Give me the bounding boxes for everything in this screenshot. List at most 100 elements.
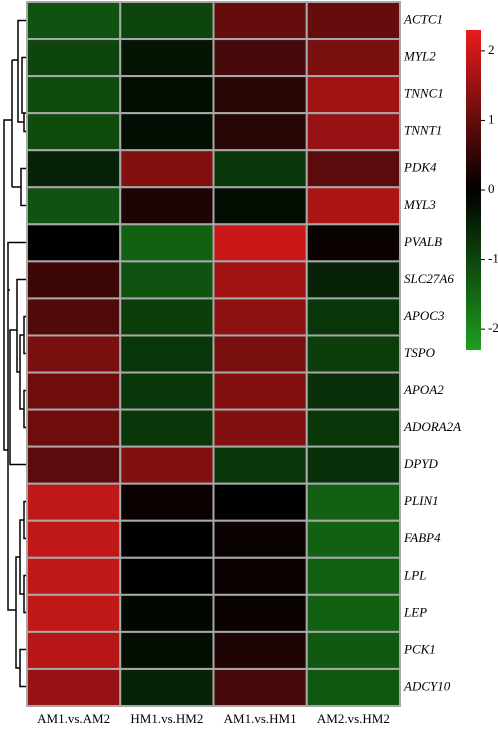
colorbar-tick-label: -1 bbox=[488, 251, 498, 266]
heatmap-cell bbox=[305, 519, 401, 559]
column-label: HM1.vs.HM2 bbox=[130, 711, 203, 726]
heatmap-cell bbox=[119, 75, 215, 115]
colorbar-tick-label: 2 bbox=[488, 42, 495, 57]
heatmap-cell bbox=[305, 149, 401, 189]
heatmap-cell bbox=[26, 38, 122, 78]
heatmap-cell bbox=[305, 75, 401, 115]
heatmap-cell bbox=[119, 223, 215, 263]
row-label: LEP bbox=[403, 604, 427, 619]
heatmap-cell bbox=[119, 1, 215, 41]
heatmap-cell bbox=[119, 112, 215, 152]
row-label: FABP4 bbox=[403, 530, 441, 545]
heatmap-cell bbox=[305, 593, 401, 633]
row-label: SLC27A6 bbox=[404, 271, 454, 286]
row-label: DPYD bbox=[403, 456, 439, 471]
heatmap-cell bbox=[26, 371, 122, 411]
heatmap-cell bbox=[305, 260, 401, 300]
dendrogram bbox=[3, 19, 27, 688]
heatmap-cell bbox=[305, 630, 401, 670]
heatmap-cell bbox=[212, 334, 308, 374]
colorbar-tick-label: -2 bbox=[488, 320, 498, 335]
colorbar bbox=[466, 30, 481, 350]
heatmap-cell bbox=[119, 408, 215, 448]
heatmap-cell bbox=[119, 445, 215, 485]
heatmap-cell bbox=[119, 38, 215, 78]
heatmap-cell bbox=[119, 260, 215, 300]
heatmap-cell bbox=[119, 186, 215, 226]
heatmap-cell bbox=[119, 593, 215, 633]
heatmap-cell bbox=[212, 223, 308, 263]
heatmap-cell bbox=[119, 149, 215, 189]
heatmap-cell bbox=[26, 75, 122, 115]
heatmap-cell bbox=[26, 1, 122, 41]
heatmap-cell bbox=[305, 556, 401, 596]
heatmap-cell bbox=[212, 260, 308, 300]
heatmap-cell bbox=[26, 112, 122, 152]
heatmap-cell bbox=[26, 445, 122, 485]
heatmap-cell bbox=[26, 297, 122, 337]
heatmap-cell bbox=[26, 593, 122, 633]
heatmap-cell bbox=[26, 519, 122, 559]
heatmap-cell bbox=[212, 371, 308, 411]
heatmap-cell bbox=[305, 186, 401, 226]
heatmap-cell bbox=[212, 112, 308, 152]
colorbar-tick-label: 1 bbox=[488, 111, 495, 126]
heatmap-cell bbox=[119, 482, 215, 522]
row-label: APOC3 bbox=[403, 308, 445, 323]
heatmap-cell bbox=[119, 667, 215, 708]
row-label: PCK1 bbox=[403, 641, 436, 656]
heatmap-cell bbox=[119, 297, 215, 337]
colorbar-tick-label: 0 bbox=[488, 181, 495, 196]
heatmap-cell bbox=[305, 371, 401, 411]
row-label: LPL bbox=[403, 567, 426, 582]
heatmap-cell bbox=[26, 556, 122, 596]
column-label: AM1.vs.HM1 bbox=[224, 711, 297, 726]
heatmap-cell bbox=[305, 1, 401, 41]
heatmap-cell bbox=[305, 223, 401, 263]
heatmap-cell bbox=[119, 371, 215, 411]
heatmap-cell bbox=[212, 186, 308, 226]
heatmap-cell bbox=[305, 112, 401, 152]
row-label: TNNC1 bbox=[404, 86, 444, 101]
heatmap-cell bbox=[305, 38, 401, 78]
heatmap-cell bbox=[212, 445, 308, 485]
heatmap-cell bbox=[26, 223, 122, 263]
heatmap-cell bbox=[212, 1, 308, 41]
column-label: AM2.vs.HM2 bbox=[317, 711, 390, 726]
row-label: MYL3 bbox=[403, 197, 436, 212]
row-label: PVALB bbox=[403, 234, 442, 249]
heatmap-cell bbox=[212, 297, 308, 337]
column-label: AM1.vs.AM2 bbox=[37, 711, 110, 726]
heatmap-cell bbox=[26, 667, 122, 708]
heatmap-cell bbox=[26, 334, 122, 374]
heatmap-cell bbox=[212, 75, 308, 115]
heatmap-cell bbox=[212, 519, 308, 559]
heatmap-cell bbox=[212, 38, 308, 78]
heatmap-cell bbox=[119, 556, 215, 596]
row-label: MYL2 bbox=[403, 49, 436, 64]
heatmap-cell bbox=[26, 630, 122, 670]
row-label: PDK4 bbox=[403, 160, 437, 175]
heatmap-cell bbox=[26, 260, 122, 300]
heatmap-cell bbox=[305, 408, 401, 448]
row-label: APOA2 bbox=[403, 382, 444, 397]
heatmap-cell bbox=[305, 334, 401, 374]
heatmap-cell bbox=[26, 149, 122, 189]
heatmap-cell bbox=[26, 482, 122, 522]
row-label: ACTC1 bbox=[403, 12, 443, 27]
heatmap-cell bbox=[305, 297, 401, 337]
heatmap-cell bbox=[119, 630, 215, 670]
row-label: ADCY10 bbox=[403, 678, 451, 693]
heatmap-cell bbox=[212, 593, 308, 633]
heatmap-cell bbox=[26, 408, 122, 448]
heatmap-cell bbox=[212, 556, 308, 596]
heatmap-cell bbox=[119, 519, 215, 559]
row-label: TNNT1 bbox=[404, 123, 442, 138]
heatmap-cell bbox=[212, 149, 308, 189]
row-label: PLIN1 bbox=[403, 493, 439, 508]
row-label: ADORA2A bbox=[403, 419, 461, 434]
heatmap-cell bbox=[26, 186, 122, 226]
heatmap-cell bbox=[305, 445, 401, 485]
row-label: TSPO bbox=[404, 345, 436, 360]
heatmap-cell bbox=[212, 630, 308, 670]
